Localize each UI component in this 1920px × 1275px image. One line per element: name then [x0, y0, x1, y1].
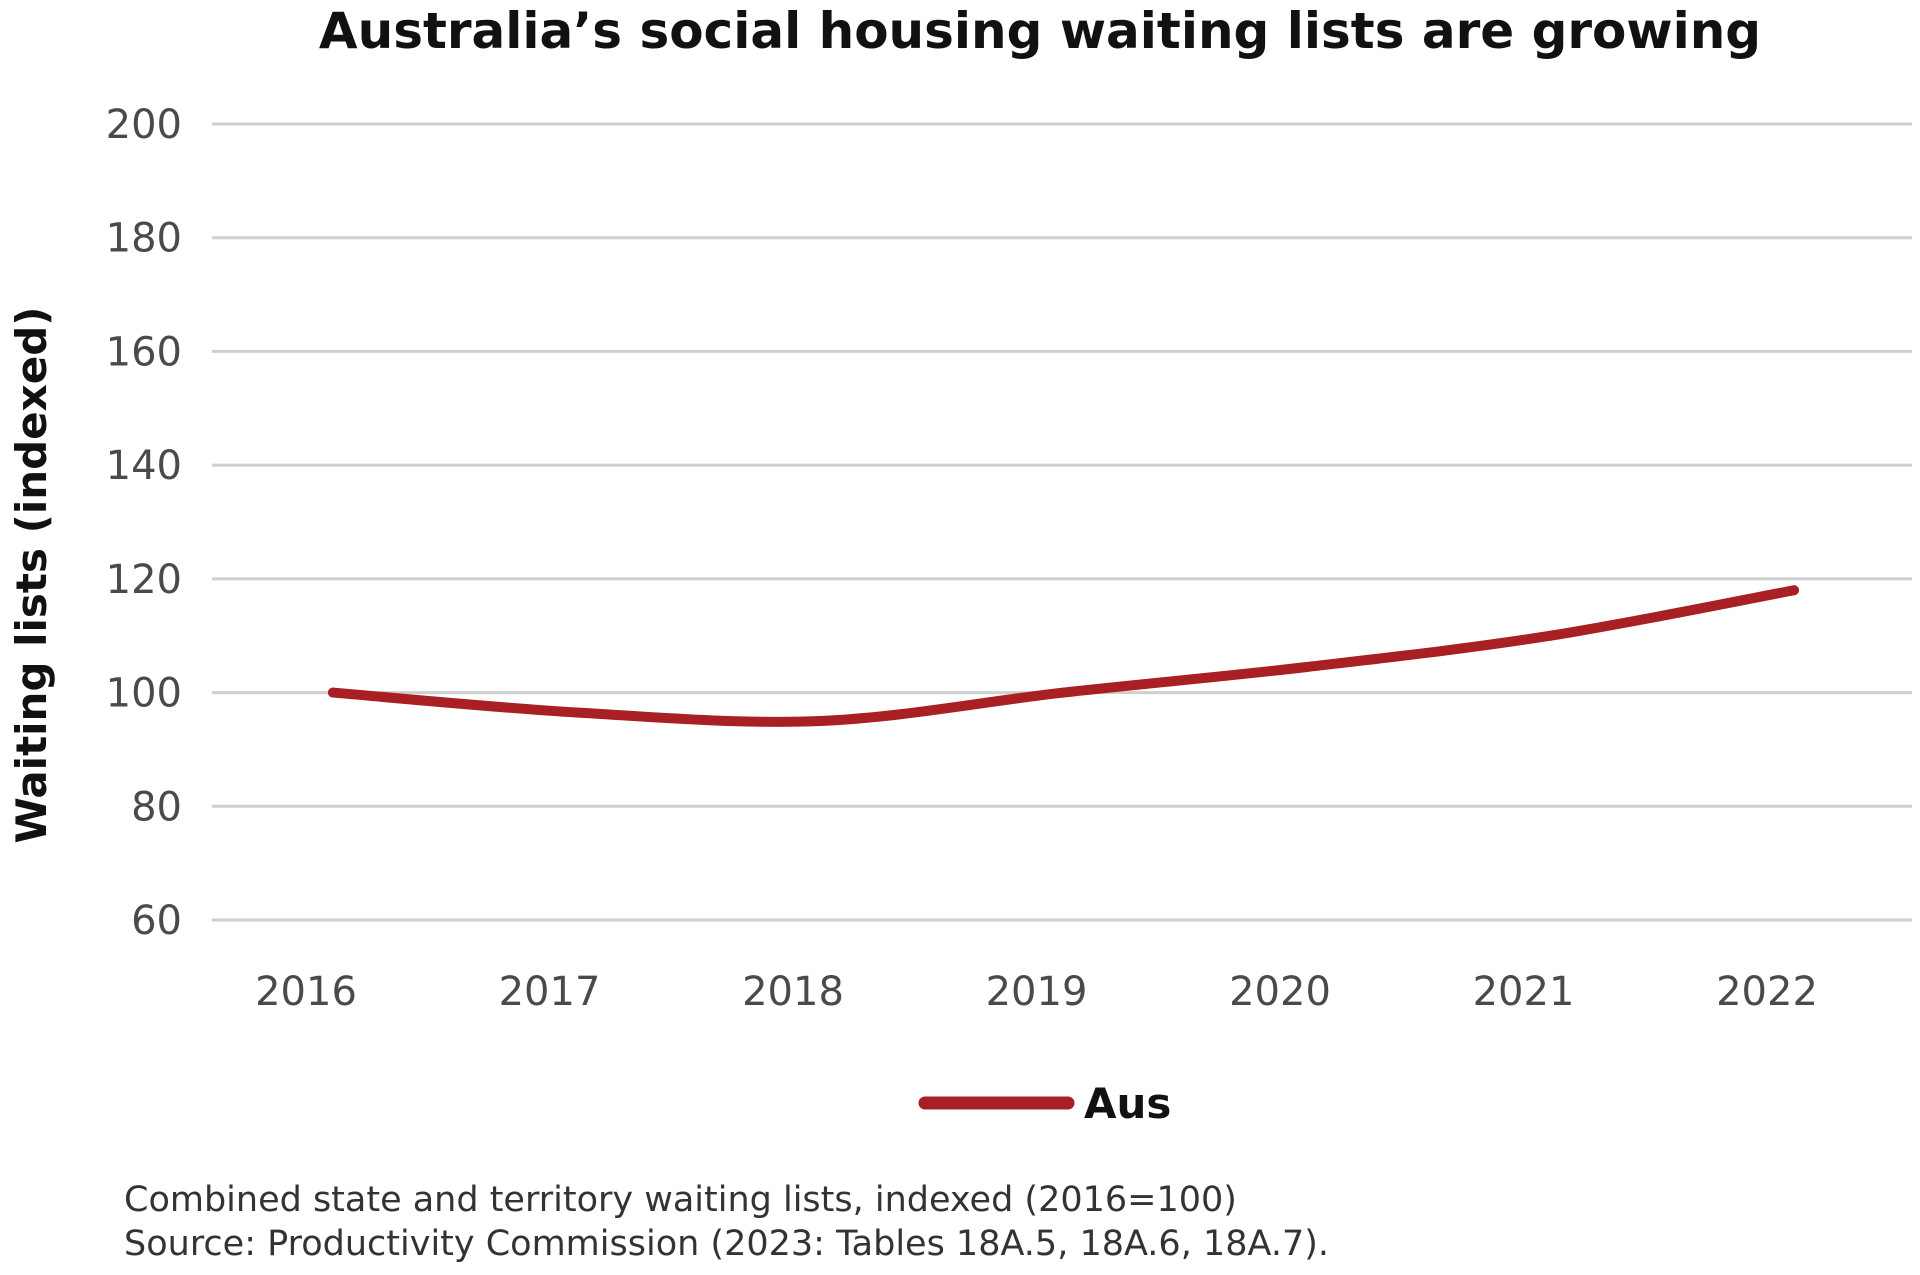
- x-tick-2019: 2019: [986, 969, 1088, 1015]
- chart-note: Combined state and territory waiting lis…: [124, 1180, 1237, 1220]
- x-tick-2016: 2016: [255, 969, 357, 1015]
- data-point-2019: [1058, 687, 1069, 698]
- x-tick-2017: 2017: [499, 969, 601, 1015]
- x-tick-2022: 2022: [1716, 969, 1818, 1015]
- y-tick-120: 120: [106, 557, 182, 603]
- y-tick-180: 180: [106, 216, 182, 262]
- x-tick-2020: 2020: [1229, 969, 1331, 1015]
- y-axis-ticks: 60 80 100 120 140 160 180 200: [106, 102, 182, 944]
- x-tick-2021: 2021: [1473, 969, 1575, 1015]
- chart-source: Source: Productivity Commission (2023: T…: [124, 1224, 1329, 1264]
- data-point-2022: [1789, 585, 1799, 596]
- legend-label-aus: Aus: [1084, 1079, 1171, 1128]
- data-point-2016: [328, 687, 338, 698]
- x-tick-2018: 2018: [742, 969, 844, 1015]
- gridlines: [212, 122, 1912, 922]
- data-point-2021: [1545, 630, 1556, 641]
- y-axis-label: Waiting lists (indexed): [7, 307, 56, 844]
- y-tick-160: 160: [106, 329, 182, 375]
- y-tick-80: 80: [131, 784, 182, 830]
- chart-title: Australia’s social housing waiting lists…: [319, 2, 1761, 60]
- y-tick-60: 60: [131, 898, 182, 944]
- y-tick-200: 200: [106, 102, 182, 148]
- series-line-aus: [328, 585, 1799, 727]
- series-lines: [328, 585, 1799, 727]
- y-tick-100: 100: [106, 671, 182, 717]
- data-point-2017: [571, 707, 582, 718]
- data-point-2020: [1302, 661, 1312, 672]
- y-tick-140: 140: [106, 443, 182, 489]
- x-axis-ticks: 2016 2017 2018 2019 2020 2021 2022: [255, 969, 1818, 1015]
- legend: Aus: [918, 1079, 1171, 1128]
- data-point-2018: [815, 716, 825, 726]
